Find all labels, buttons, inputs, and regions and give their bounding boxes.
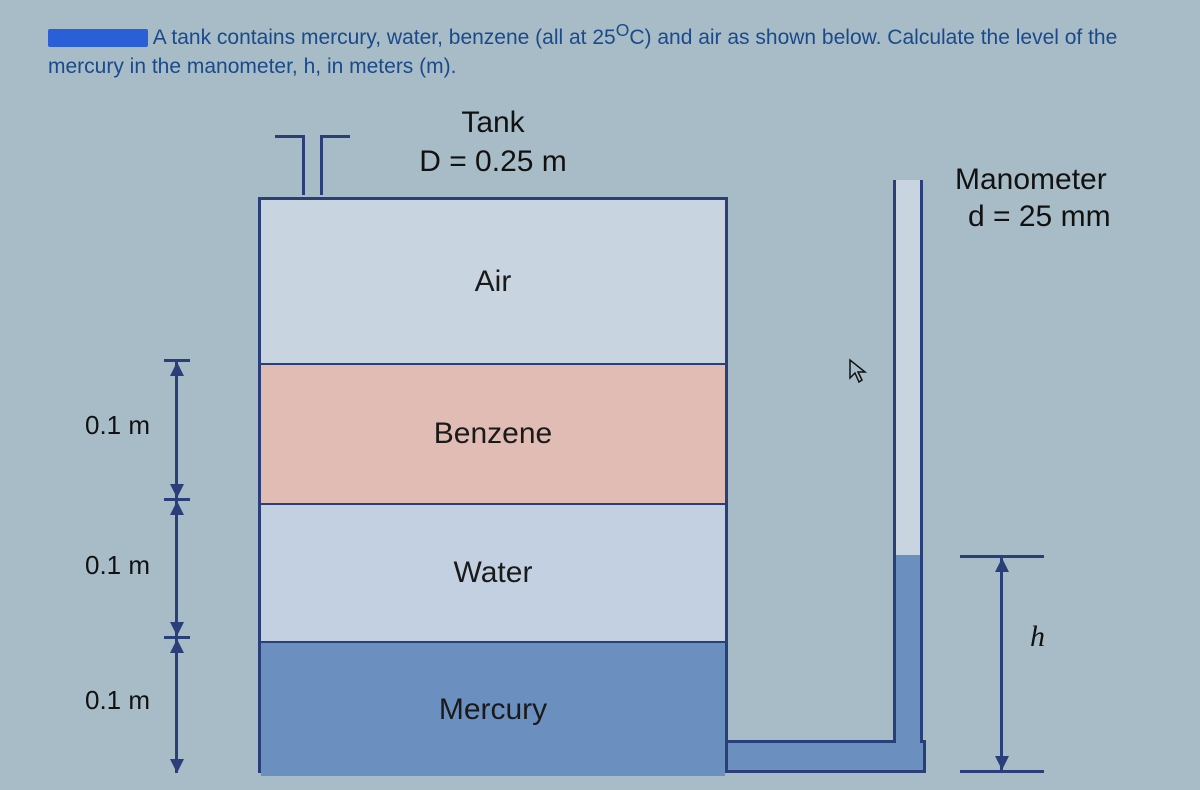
arrow-up-icon <box>170 639 184 653</box>
benzene-layer: Benzene <box>261 363 725 503</box>
problem-statement: A tank contains mercury, water, benzene … <box>48 18 1160 82</box>
arrow-up-icon <box>170 362 184 376</box>
tank-body: Air Benzene Water Mercury <box>258 197 728 773</box>
benzene-label: Benzene <box>434 417 552 451</box>
manometer-diameter-label: d = 25 mm <box>968 200 1111 234</box>
connecting-pipe-corner <box>893 740 926 773</box>
dimension-water: 0.1 m <box>85 550 245 581</box>
arrow-up-icon <box>995 558 1009 572</box>
dim-benzene-value: 0.1 m <box>85 410 150 441</box>
cursor-icon <box>848 358 868 391</box>
mercury-layer: Mercury <box>261 641 725 776</box>
manometer-title: Manometer <box>955 163 1107 197</box>
air-layer: Air <box>261 200 725 363</box>
air-label: Air <box>475 265 512 299</box>
redaction-mark <box>48 29 148 47</box>
water-label: Water <box>454 556 533 590</box>
arrow-down-icon <box>995 756 1009 770</box>
dim-bar <box>175 362 178 498</box>
problem-line2: mercury in the manometer, h, in meters (… <box>48 55 456 78</box>
diagram-area: Tank D = 0.25 m Air Benzene Water Mercur… <box>0 100 1200 790</box>
arrow-down-icon <box>170 484 184 498</box>
h-tick-bottom <box>960 770 1044 773</box>
problem-line1a: A tank contains mercury, water, benzene … <box>153 26 616 49</box>
air-vent <box>275 135 350 195</box>
dim-water-value: 0.1 m <box>85 550 150 581</box>
mercury-label: Mercury <box>439 693 547 727</box>
degree-super: O <box>616 20 630 40</box>
arrow-down-icon <box>170 622 184 636</box>
water-layer: Water <box>261 503 725 641</box>
h-label: h <box>1030 620 1045 654</box>
dimension-benzene: 0.1 m <box>85 410 245 441</box>
dim-bar <box>175 501 178 636</box>
arrow-down-icon <box>170 759 184 773</box>
problem-line1b: C) and air as shown below. Calculate the… <box>629 26 1117 49</box>
h-dimension-bar <box>1000 558 1003 770</box>
dim-mercury-value: 0.1 m <box>85 685 150 716</box>
arrow-up-icon <box>170 501 184 515</box>
dimension-mercury: 0.1 m <box>85 685 245 716</box>
manometer-mercury-fill <box>893 555 923 743</box>
dim-bar <box>175 639 178 773</box>
